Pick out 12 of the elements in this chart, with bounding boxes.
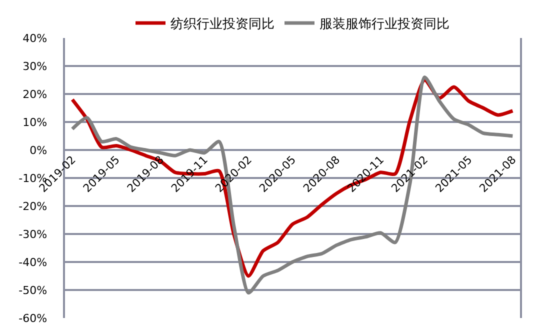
y-tick-label: 30% (22, 60, 48, 73)
y-tick-label: 20% (22, 88, 48, 101)
y-tick-label: 40% (22, 32, 48, 45)
y-tick-label: 0% (30, 144, 48, 157)
y-tick-label: -60% (18, 312, 48, 325)
y-tick-label: -40% (18, 256, 48, 269)
legend-label: 服装服饰行业投资同比 (320, 17, 450, 32)
y-tick-label: -50% (18, 284, 48, 297)
y-tick-label: 10% (22, 116, 48, 129)
legend-label: 纺织行业投资同比 (170, 17, 274, 32)
y-tick-label: -30% (18, 228, 48, 241)
y-tick-label: -20% (18, 200, 48, 213)
